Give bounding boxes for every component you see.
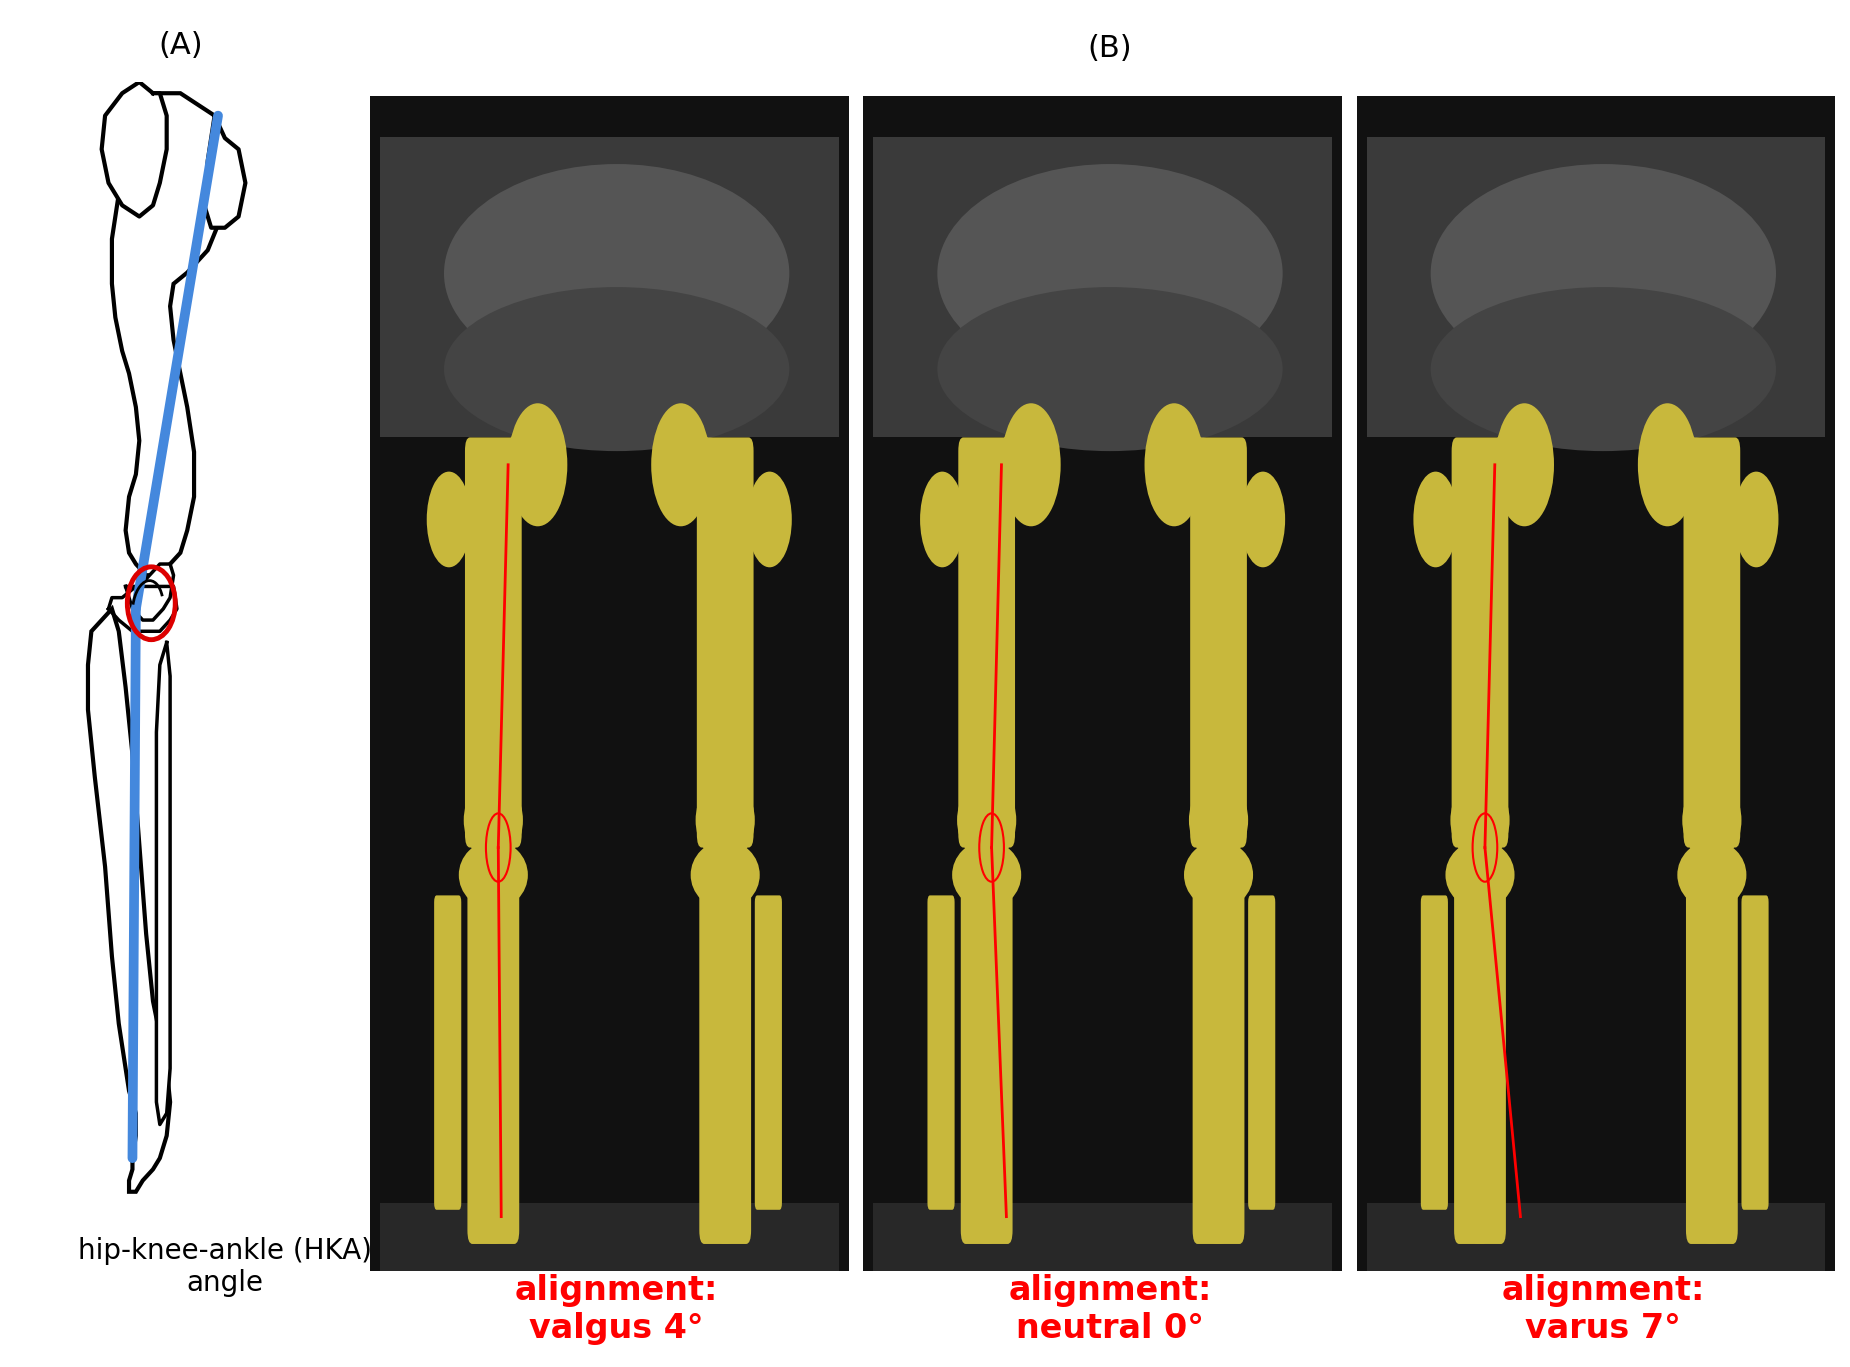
Ellipse shape	[1682, 779, 1741, 861]
Ellipse shape	[444, 287, 790, 451]
Ellipse shape	[1733, 472, 1778, 567]
Ellipse shape	[1190, 779, 1249, 861]
Text: alignment:
neutral 0°: alignment: neutral 0°	[1008, 1274, 1212, 1345]
Ellipse shape	[1637, 403, 1696, 526]
Polygon shape	[111, 93, 231, 576]
Polygon shape	[666, 424, 740, 478]
Ellipse shape	[468, 1189, 518, 1244]
Ellipse shape	[651, 403, 710, 526]
Bar	[1367, 137, 1826, 437]
Ellipse shape	[1184, 841, 1252, 909]
Polygon shape	[479, 424, 553, 478]
FancyBboxPatch shape	[1193, 861, 1245, 1244]
FancyBboxPatch shape	[1684, 437, 1741, 848]
Polygon shape	[89, 608, 170, 1192]
FancyBboxPatch shape	[699, 861, 751, 1244]
Ellipse shape	[690, 841, 760, 909]
FancyBboxPatch shape	[1249, 895, 1275, 1210]
Ellipse shape	[938, 287, 1282, 451]
Polygon shape	[971, 424, 1045, 478]
Bar	[379, 1203, 838, 1271]
Bar	[1356, 96, 1835, 1271]
FancyBboxPatch shape	[960, 861, 1012, 1244]
Ellipse shape	[1145, 403, 1204, 526]
Ellipse shape	[1430, 287, 1776, 451]
Ellipse shape	[1495, 403, 1554, 526]
FancyBboxPatch shape	[958, 437, 1016, 848]
FancyBboxPatch shape	[1452, 437, 1508, 848]
Ellipse shape	[962, 1189, 1012, 1244]
Ellipse shape	[427, 472, 472, 567]
Polygon shape	[102, 82, 166, 216]
Text: alignment:
valgus 4°: alignment: valgus 4°	[514, 1274, 718, 1345]
Polygon shape	[126, 565, 174, 621]
Ellipse shape	[1687, 1189, 1737, 1244]
Ellipse shape	[696, 779, 755, 861]
Bar	[379, 137, 838, 437]
FancyBboxPatch shape	[927, 895, 955, 1210]
Ellipse shape	[1413, 472, 1458, 567]
Text: hip-knee-ankle (HKA)
angle: hip-knee-ankle (HKA) angle	[78, 1237, 372, 1297]
FancyBboxPatch shape	[464, 437, 522, 848]
Ellipse shape	[1450, 779, 1510, 861]
Ellipse shape	[464, 779, 524, 861]
Bar	[1367, 1203, 1826, 1271]
FancyBboxPatch shape	[1454, 861, 1506, 1244]
Ellipse shape	[701, 1189, 749, 1244]
Ellipse shape	[1430, 164, 1776, 383]
Ellipse shape	[1193, 1189, 1243, 1244]
FancyBboxPatch shape	[468, 861, 520, 1244]
Bar	[873, 137, 1332, 437]
FancyBboxPatch shape	[755, 895, 783, 1210]
Ellipse shape	[509, 403, 568, 526]
Text: alignment:
varus 7°: alignment: varus 7°	[1502, 1274, 1706, 1345]
Polygon shape	[1465, 424, 1539, 478]
Ellipse shape	[444, 164, 790, 383]
Ellipse shape	[919, 472, 964, 567]
Ellipse shape	[1678, 841, 1746, 909]
Ellipse shape	[1445, 841, 1515, 909]
Ellipse shape	[956, 779, 1016, 861]
Ellipse shape	[953, 841, 1021, 909]
Text: (A): (A)	[157, 30, 204, 60]
FancyBboxPatch shape	[1741, 895, 1769, 1210]
Ellipse shape	[938, 164, 1282, 383]
Ellipse shape	[747, 472, 792, 567]
FancyBboxPatch shape	[1421, 895, 1449, 1210]
Polygon shape	[1652, 424, 1726, 478]
Ellipse shape	[459, 841, 527, 909]
Polygon shape	[157, 642, 170, 1125]
Polygon shape	[204, 116, 246, 228]
FancyBboxPatch shape	[1190, 437, 1247, 848]
Text: (B): (B)	[1088, 34, 1132, 63]
FancyBboxPatch shape	[1685, 861, 1737, 1244]
Ellipse shape	[1241, 472, 1286, 567]
Bar	[873, 1203, 1332, 1271]
Polygon shape	[1160, 424, 1234, 478]
FancyBboxPatch shape	[435, 895, 461, 1210]
Ellipse shape	[1001, 403, 1060, 526]
Bar	[864, 96, 1341, 1271]
Bar	[370, 96, 849, 1271]
Ellipse shape	[1456, 1189, 1504, 1244]
FancyBboxPatch shape	[697, 437, 753, 848]
